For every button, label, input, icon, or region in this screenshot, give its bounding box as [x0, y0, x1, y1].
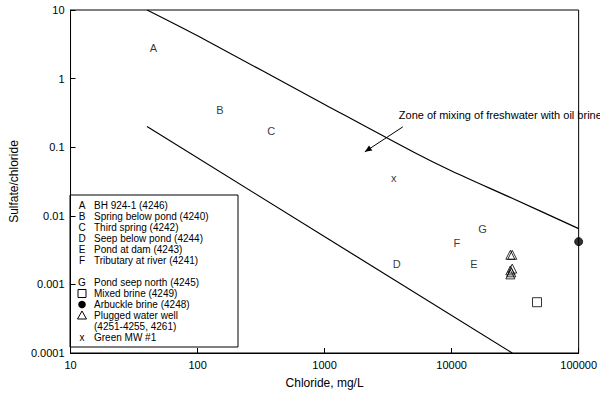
svg-text:1000: 1000	[312, 359, 336, 371]
svg-text:0.1: 0.1	[49, 141, 64, 153]
svg-text:Seep below pond (4244): Seep below pond (4244)	[94, 233, 203, 244]
svg-text:F: F	[454, 237, 461, 249]
svg-text:Green MW #1: Green MW #1	[94, 332, 157, 343]
svg-text:Chloride, mg/L: Chloride, mg/L	[286, 376, 364, 390]
svg-text:C: C	[267, 125, 275, 137]
svg-text:C: C	[78, 222, 85, 233]
svg-text:1: 1	[58, 73, 64, 85]
svg-text:Mixed brine (4249): Mixed brine (4249)	[94, 288, 177, 299]
svg-text:D: D	[78, 233, 85, 244]
svg-text:Tributary at river (4241): Tributary at river (4241)	[94, 255, 198, 266]
svg-text:0.0001: 0.0001	[31, 347, 65, 359]
svg-text:Pond seep north (4245): Pond seep north (4245)	[94, 277, 199, 288]
svg-text:10: 10	[52, 4, 64, 16]
svg-text:Third spring (4242): Third spring (4242)	[94, 222, 178, 233]
svg-text:G: G	[478, 223, 487, 235]
svg-text:0.001: 0.001	[37, 278, 65, 290]
svg-text:B: B	[79, 211, 86, 222]
svg-text:x: x	[80, 332, 85, 343]
svg-text:100000: 100000	[560, 359, 597, 371]
svg-text:Arbuckle brine (4248): Arbuckle brine (4248)	[94, 299, 190, 310]
svg-text:A: A	[79, 200, 86, 211]
svg-text:Zone of mixing of freshwater w: Zone of mixing of freshwater with oil br…	[399, 109, 600, 121]
svg-text:Plugged water well: Plugged water well	[94, 310, 181, 321]
svg-text:G: G	[78, 277, 86, 288]
svg-text:A: A	[150, 42, 158, 54]
svg-text:10: 10	[64, 359, 76, 371]
svg-text:Spring below pond (4240): Spring below pond (4240)	[94, 211, 209, 222]
svg-text:x: x	[391, 172, 397, 184]
svg-text:Sulfate/chloride: Sulfate/chloride	[7, 140, 21, 223]
svg-text:D: D	[393, 258, 401, 270]
svg-text:E: E	[470, 258, 477, 270]
svg-text:BH 924-1 (4246): BH 924-1 (4246)	[94, 200, 168, 211]
svg-text:Pond at dam (4243): Pond at dam (4243)	[94, 244, 182, 255]
svg-text:10000: 10000	[436, 359, 467, 371]
svg-text:100: 100	[188, 359, 206, 371]
svg-text:0.01: 0.01	[43, 210, 64, 222]
svg-text:E: E	[79, 244, 86, 255]
svg-text:F: F	[79, 255, 85, 266]
svg-text:B: B	[216, 104, 223, 116]
svg-text:(4251-4255, 4261): (4251-4255, 4261)	[94, 321, 176, 332]
